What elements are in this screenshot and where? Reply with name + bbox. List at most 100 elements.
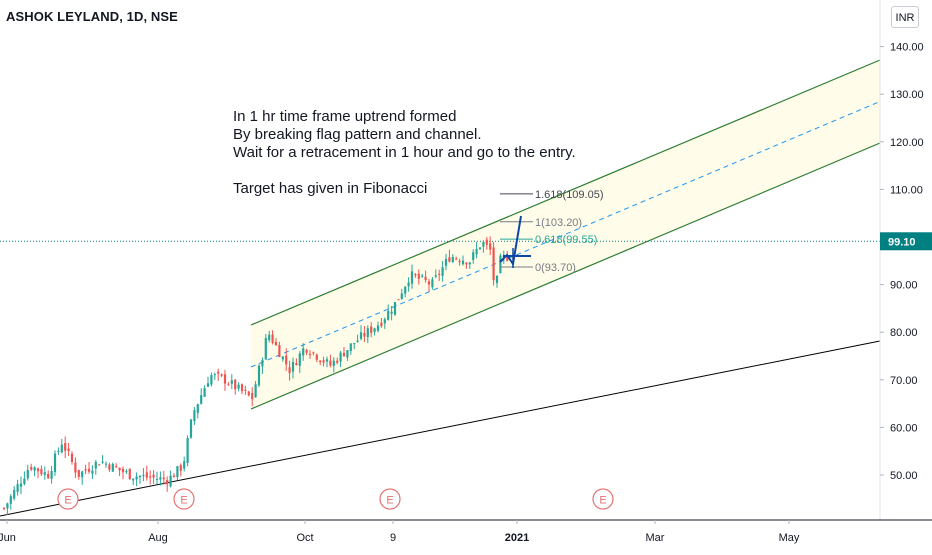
candle [77,469,80,480]
channel-midline[interactable] [250,101,881,368]
earnings-marker[interactable]: E [592,488,614,510]
candle-body [285,355,288,365]
earnings-circle[interactable] [57,488,79,510]
candle [451,254,454,264]
candle [64,436,67,459]
candle-body [332,360,335,366]
candle-body [274,341,278,346]
candle-body [268,334,271,341]
price-channel [250,59,881,410]
candle [30,463,33,472]
candle-body [482,241,485,247]
candle [441,260,444,282]
candle [349,343,352,355]
candle-body [240,384,244,392]
earnings-marker[interactable]: E [379,488,401,510]
candle [438,269,441,281]
candle-body [91,470,94,474]
earnings-marker[interactable]: E [57,488,79,510]
candle-body [67,448,70,452]
earnings-marker[interactable]: E [173,488,195,510]
candle-body [489,243,492,250]
candle [234,378,237,395]
candle [223,369,227,391]
candle [152,469,155,484]
candle [274,338,278,346]
candle-body [329,360,332,366]
candle [336,357,339,365]
candle-body [441,267,444,276]
candle [13,486,16,501]
candle-body [183,461,186,469]
price-tick-label: 50.00 [890,470,918,482]
candle [492,241,495,286]
candle-body [206,383,210,387]
annotation-line: In 1 hr time frame uptrend formed [233,108,456,125]
candle-body [145,472,148,478]
channel-lower-line[interactable] [250,142,881,410]
candle-body [312,352,315,354]
earnings-circle[interactable] [173,488,195,510]
candle [359,325,363,341]
candle [489,236,492,256]
candle [135,472,138,487]
candle-body [111,463,114,472]
candle [128,468,131,480]
price-tick-label: 120.00 [890,137,924,149]
candle-body [247,391,250,396]
support-trendline-segment[interactable] [0,340,881,517]
candle-body [53,453,57,473]
candle-body [322,360,325,363]
candle [346,350,349,361]
candle [342,347,346,357]
candle [138,475,142,484]
symbol-title[interactable]: ASHOK LEYLAND, 1D, NSE [6,9,178,24]
channel-upper-line[interactable] [250,59,881,326]
candle-body [417,273,420,279]
candle-body [87,468,91,472]
candle-body [169,475,172,487]
candle-body [291,361,295,372]
candle [206,376,210,388]
candle [142,468,145,482]
candle-body [94,461,97,469]
candlesticks [2,236,509,516]
candle [295,358,298,366]
candle [186,435,189,467]
candle-body [356,340,359,342]
candle-body [60,444,63,453]
candle [281,355,284,362]
candle-body [468,262,471,265]
candle [193,407,196,425]
candle-body [353,343,356,345]
candle-body [288,367,291,374]
candle-body [404,286,407,294]
time-tick-label: Oct [296,532,313,544]
candle [16,479,19,496]
candle-body [217,371,220,374]
candle [155,471,159,485]
candle [353,342,356,350]
candle [482,240,485,253]
candle [149,470,152,485]
candle [257,363,261,388]
candle-body [16,484,19,492]
earnings-circle[interactable] [592,488,614,510]
candle-body [451,257,454,263]
earnings-circle[interactable] [379,488,401,510]
candle [6,502,9,516]
candle [305,348,308,356]
candle-body [166,479,169,485]
candle [94,460,97,475]
candle-body [363,333,366,337]
projection-path[interactable] [499,215,522,267]
candle-body [128,468,131,480]
currency-button[interactable]: INR [891,6,919,28]
candle [213,372,216,380]
candle [308,350,312,359]
candle [376,321,380,333]
candle-body [132,478,135,481]
fib-level-label: 0.618(99.55) [535,234,597,246]
